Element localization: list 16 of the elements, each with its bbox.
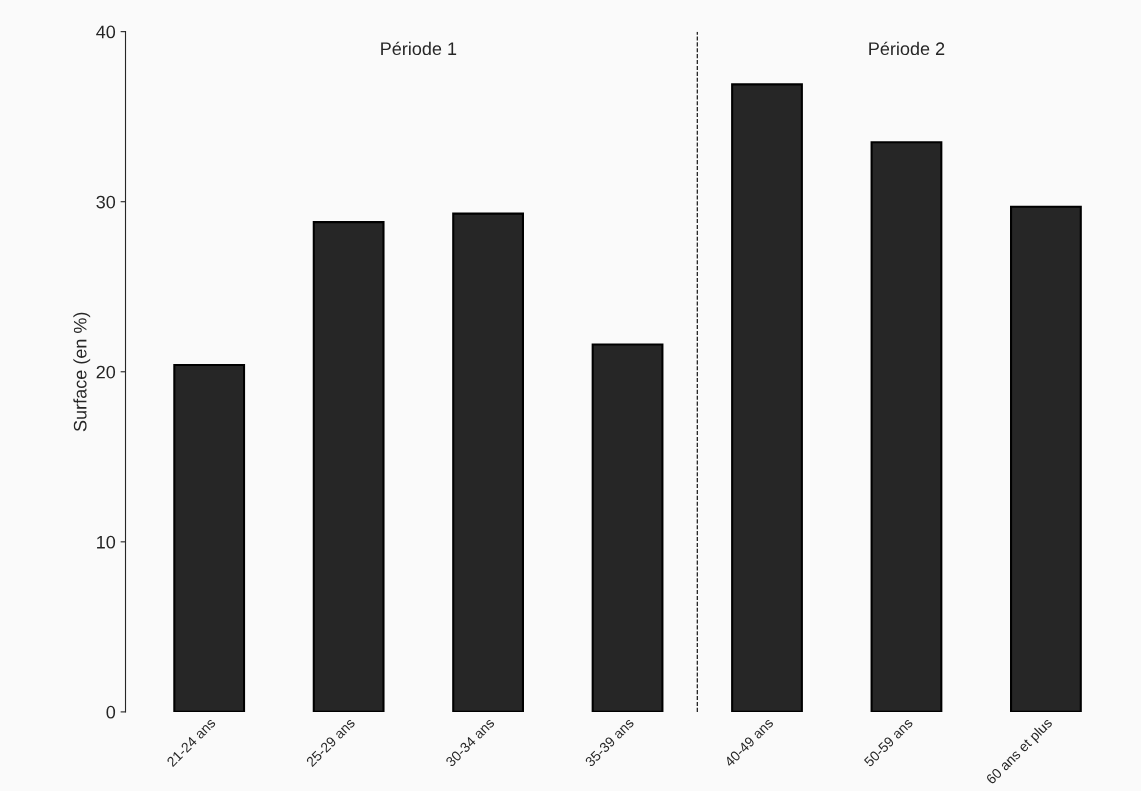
- annotation: Période 1: [381, 41, 457, 56]
- bar: [312, 221, 385, 712]
- y-tick-label: 10: [97, 535, 116, 549]
- annotation: Période 2: [869, 41, 945, 56]
- x-tick-label: 60 ans et plus: [985, 717, 1055, 787]
- bar: [1010, 205, 1082, 712]
- bar: [591, 343, 664, 712]
- y-tick-label: 20: [96, 365, 116, 379]
- bar: [870, 141, 943, 712]
- y-tick-label: 40: [96, 25, 116, 39]
- y-tick-label: 30: [96, 195, 116, 209]
- y-axis-title: Surface (en %): [73, 312, 91, 432]
- bar: [173, 363, 246, 712]
- y-tick-label: 0: [106, 705, 116, 719]
- bar: [731, 83, 803, 712]
- bar: [452, 212, 524, 712]
